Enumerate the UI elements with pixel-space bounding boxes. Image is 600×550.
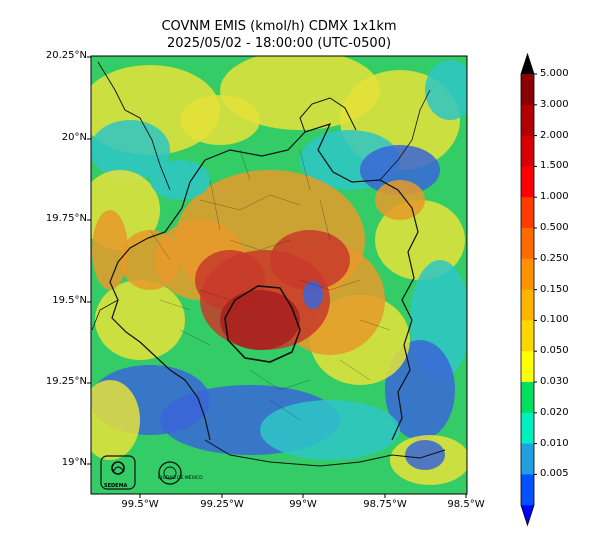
emission-blob bbox=[91, 120, 170, 180]
axis-ticks bbox=[87, 56, 467, 498]
municipal-line bbox=[179, 329, 211, 346]
municipal-line bbox=[329, 279, 361, 291]
y-tick-label: 19.5°N bbox=[52, 295, 87, 306]
municipal-line bbox=[339, 359, 371, 381]
emission-blob bbox=[375, 180, 425, 220]
colorbar-swatch bbox=[521, 351, 534, 383]
sedema-logo bbox=[100, 455, 136, 490]
emission-blob bbox=[91, 380, 140, 460]
emission-blob bbox=[303, 281, 323, 309]
colorbar-swatch bbox=[521, 289, 534, 321]
colorbar-swatch bbox=[521, 74, 534, 106]
x-tick-label: 99.25°W bbox=[200, 499, 244, 510]
colorbar-label: 0.020 bbox=[540, 406, 569, 418]
emission-blob bbox=[220, 56, 380, 130]
colorbar-label: 1.000 bbox=[540, 191, 569, 203]
municipal-line bbox=[209, 179, 221, 231]
emission-blob bbox=[150, 160, 210, 200]
municipal-line bbox=[269, 399, 301, 421]
municipal-line bbox=[239, 194, 271, 211]
municipal-line bbox=[249, 369, 281, 391]
x-tick-label: 98.5°W bbox=[447, 499, 485, 510]
map-subtitle: 2025/05/02 - 18:00:00 (UTC-0500) bbox=[166, 36, 392, 51]
colorbar-frame bbox=[520, 52, 535, 527]
municipal-line bbox=[199, 199, 241, 211]
municipal-borders bbox=[91, 61, 446, 467]
emission-blob bbox=[360, 145, 440, 195]
colorbar-label: 0.100 bbox=[540, 314, 569, 326]
colorbar-swatch bbox=[521, 382, 534, 414]
colorbar-swatch bbox=[521, 228, 534, 260]
colorbar-swatch bbox=[521, 166, 534, 198]
municipal-line bbox=[359, 319, 391, 331]
emission-blob bbox=[425, 60, 467, 120]
municipal-line bbox=[299, 279, 331, 291]
x-tick-label: 99°W bbox=[289, 499, 317, 510]
colorbar-label: 0.010 bbox=[540, 437, 569, 449]
emission-blob bbox=[180, 95, 260, 145]
municipal-line bbox=[199, 289, 231, 301]
colorbar-swatch bbox=[521, 197, 534, 229]
plot-frame bbox=[90, 55, 468, 495]
colorbar-label: 3.000 bbox=[540, 98, 569, 110]
colorbar-label: 5.000 bbox=[540, 68, 569, 79]
colorbar-label: 0.150 bbox=[540, 283, 569, 295]
municipal-line bbox=[149, 229, 171, 261]
emission-blob bbox=[95, 280, 185, 360]
cdmx-logo-text: CIUDAD DE MÉXICO bbox=[158, 476, 203, 481]
y-tick-label: 19.25°N bbox=[45, 376, 87, 387]
y-tick-label: 19°N bbox=[61, 457, 87, 468]
colorbar-swatch bbox=[521, 320, 534, 352]
colorbar bbox=[520, 52, 537, 527]
map-title: COVNM EMIS (kmol/h) CDMX 1x1km bbox=[161, 19, 397, 34]
x-tick-label: 98.75°W bbox=[363, 499, 407, 510]
y-tick-label: 20°N bbox=[61, 132, 87, 143]
colorbar-swatch bbox=[521, 412, 534, 445]
emission-blob bbox=[260, 400, 400, 460]
colorbar-swatch bbox=[521, 258, 534, 291]
municipal-line bbox=[279, 379, 311, 391]
municipal-line bbox=[229, 239, 261, 251]
municipal-line bbox=[299, 149, 311, 191]
emission-field bbox=[91, 56, 467, 494]
colorbar-swatch bbox=[521, 443, 534, 475]
colorbar-label: 0.030 bbox=[540, 376, 569, 387]
municipal-line bbox=[259, 239, 291, 251]
municipal-line bbox=[239, 149, 251, 181]
colorbar-label: 0.050 bbox=[540, 345, 569, 357]
municipal-line bbox=[159, 299, 191, 311]
colorbar-over-arrow bbox=[521, 54, 534, 74]
colorbar-label: 1.500 bbox=[540, 160, 569, 172]
colorbar-label: 0.005 bbox=[540, 468, 569, 480]
colorbar-swatch bbox=[521, 474, 534, 506]
emission-blob bbox=[220, 290, 300, 350]
emission-blob bbox=[270, 230, 350, 290]
colorbar-label: 0.500 bbox=[540, 222, 569, 233]
municipal-line bbox=[269, 194, 301, 206]
emission-blob bbox=[120, 230, 180, 290]
cdmx-logo bbox=[158, 461, 182, 485]
emission-blob bbox=[375, 200, 465, 280]
colorbar-label: 0.250 bbox=[540, 252, 569, 264]
colorbar-label: 2.000 bbox=[540, 129, 569, 141]
colorbar-under-arrow bbox=[521, 505, 534, 526]
colorbar-swatch bbox=[521, 104, 534, 137]
emission-blob bbox=[92, 210, 128, 290]
y-tick-label: 20.25°N bbox=[45, 50, 87, 61]
colorbar-swatch bbox=[521, 135, 534, 167]
emission-blob bbox=[405, 440, 445, 470]
sedema-logo-text: SEDEMA bbox=[104, 483, 128, 489]
municipal-line bbox=[319, 199, 331, 241]
x-tick-label: 99.5°W bbox=[121, 499, 159, 510]
y-tick-label: 19.75°N bbox=[45, 213, 87, 224]
emission-blob bbox=[385, 340, 455, 440]
